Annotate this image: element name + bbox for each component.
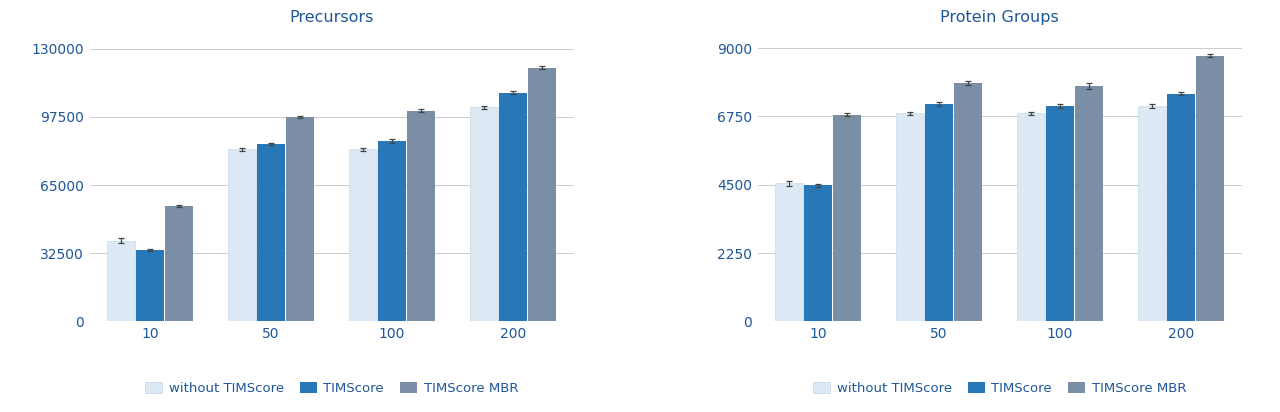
Bar bbox=[136, 250, 164, 321]
Bar bbox=[925, 104, 954, 321]
Bar bbox=[165, 206, 193, 321]
Bar bbox=[285, 117, 315, 321]
Bar bbox=[499, 93, 527, 321]
Bar bbox=[108, 241, 136, 321]
Bar bbox=[529, 68, 557, 321]
Bar bbox=[774, 183, 803, 321]
Bar bbox=[228, 150, 256, 321]
Title: Precursors: Precursors bbox=[289, 10, 374, 25]
Bar bbox=[804, 185, 832, 321]
Bar bbox=[407, 110, 435, 321]
Bar bbox=[833, 115, 861, 321]
Bar bbox=[1196, 56, 1224, 321]
Bar bbox=[1018, 113, 1046, 321]
Bar bbox=[1046, 106, 1074, 321]
Legend: without TIMScore, TIMScore, TIMScore MBR: without TIMScore, TIMScore, TIMScore MBR bbox=[140, 377, 524, 400]
Bar bbox=[349, 150, 378, 321]
Bar bbox=[378, 141, 406, 321]
Legend: without TIMScore, TIMScore, TIMScore MBR: without TIMScore, TIMScore, TIMScore MBR bbox=[808, 377, 1192, 400]
Bar bbox=[1075, 86, 1103, 321]
Bar bbox=[896, 113, 924, 321]
Title: Protein Groups: Protein Groups bbox=[941, 10, 1059, 25]
Bar bbox=[954, 83, 982, 321]
Bar bbox=[1167, 94, 1196, 321]
Bar bbox=[257, 144, 285, 321]
Bar bbox=[1138, 106, 1166, 321]
Bar bbox=[470, 108, 498, 321]
